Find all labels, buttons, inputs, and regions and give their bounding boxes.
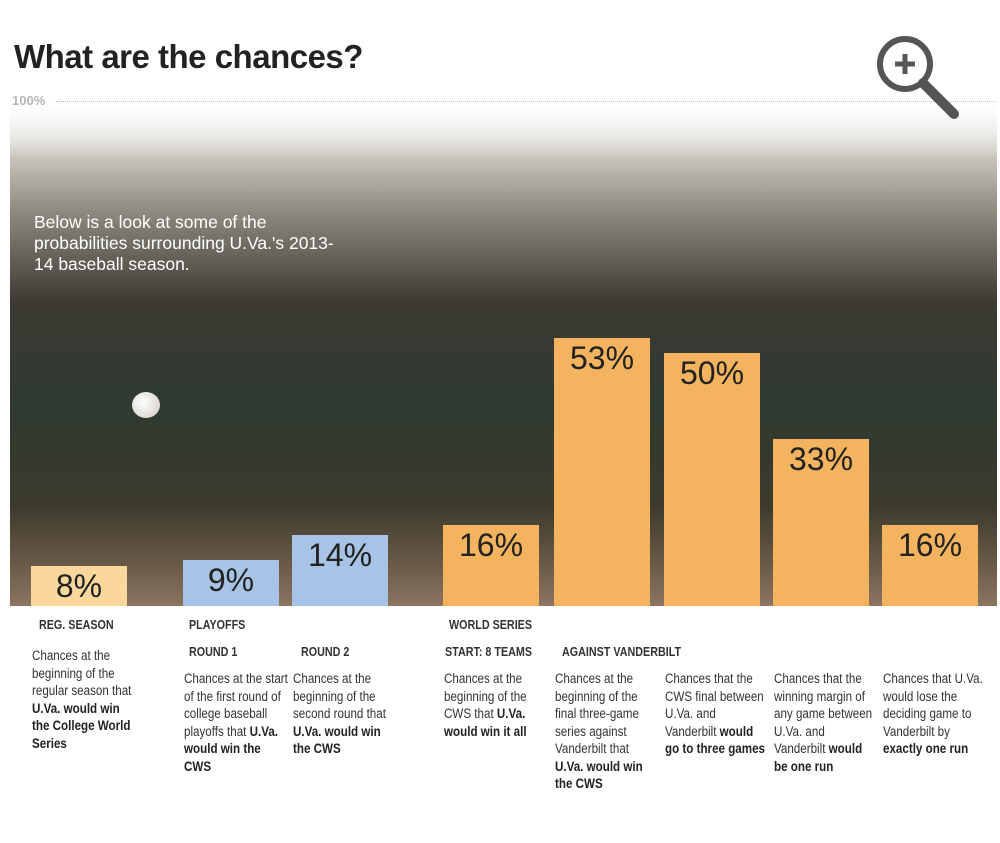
bar-description: Chances at the beginning of the regular … <box>32 648 132 751</box>
bar-value-label: 9% <box>207 562 255 599</box>
header-reg-season: REG. SEASON <box>31 615 152 635</box>
intro-text: Below is a look at some of the probabili… <box>34 212 334 274</box>
header-start-8-teams: START: 8 TEAMS <box>441 642 546 662</box>
bar-5 <box>664 353 760 606</box>
bar-2 <box>292 535 388 606</box>
bar-description: Chances that the CWS final between U.Va.… <box>665 671 766 756</box>
header-round-1: ROUND 1 <box>181 642 280 662</box>
bar-value-label: 53% <box>569 339 635 376</box>
background-photo <box>10 100 997 606</box>
bar-3 <box>443 525 539 606</box>
bar-value-label: 50% <box>679 355 745 391</box>
gridline-100 <box>56 101 996 102</box>
header-against-vanderbilt: AGAINST VANDERBILT <box>554 642 978 662</box>
bar-6 <box>773 439 869 606</box>
header-reg-season-label: REG. SEASON <box>39 618 114 632</box>
bar-value-label: 33% <box>788 441 854 478</box>
header-start-8-teams-label: START: 8 TEAMS <box>445 645 533 659</box>
header-world-series-label: WORLD SERIES <box>449 618 533 632</box>
bar-description: Chances at the beginning of the final th… <box>555 671 643 791</box>
bar-0 <box>31 565 127 606</box>
header-round-2-label: ROUND 2 <box>301 645 350 659</box>
bar-4 <box>554 337 650 606</box>
header-playoffs: PLAYOFFS <box>181 615 415 635</box>
header-against-vanderbilt-label: AGAINST VANDERBILT <box>562 645 682 659</box>
bar-value-label: 16% <box>897 527 963 564</box>
header-playoffs-label: PLAYOFFS <box>189 618 246 632</box>
header-world-series: WORLD SERIES <box>441 615 987 635</box>
bar-value-label: 8% <box>55 567 103 604</box>
bar-1 <box>183 560 279 606</box>
zoom-in-magnifier-icon[interactable] <box>872 33 962 123</box>
header-round-1-label: ROUND 1 <box>189 645 238 659</box>
bar-7 <box>882 525 978 606</box>
chart-title: What are the chances? <box>14 38 363 75</box>
y-tick-100: 100% <box>12 93 46 108</box>
baseball <box>132 392 160 418</box>
bar-description: Chances at the beginning of the second r… <box>293 671 386 756</box>
bar-description: Chances that the winning margin of any g… <box>774 671 873 774</box>
bar-description: Chances at the beginning of the CWS that… <box>444 671 527 739</box>
bar-description: Chances that U.Va. would lose the decidi… <box>883 671 983 756</box>
bar-description: Chances at the start of the first round … <box>184 671 288 774</box>
header-round-2: ROUND 2 <box>293 642 392 662</box>
bar-value-label: 16% <box>458 527 524 564</box>
bar-value-label: 14% <box>307 537 373 574</box>
